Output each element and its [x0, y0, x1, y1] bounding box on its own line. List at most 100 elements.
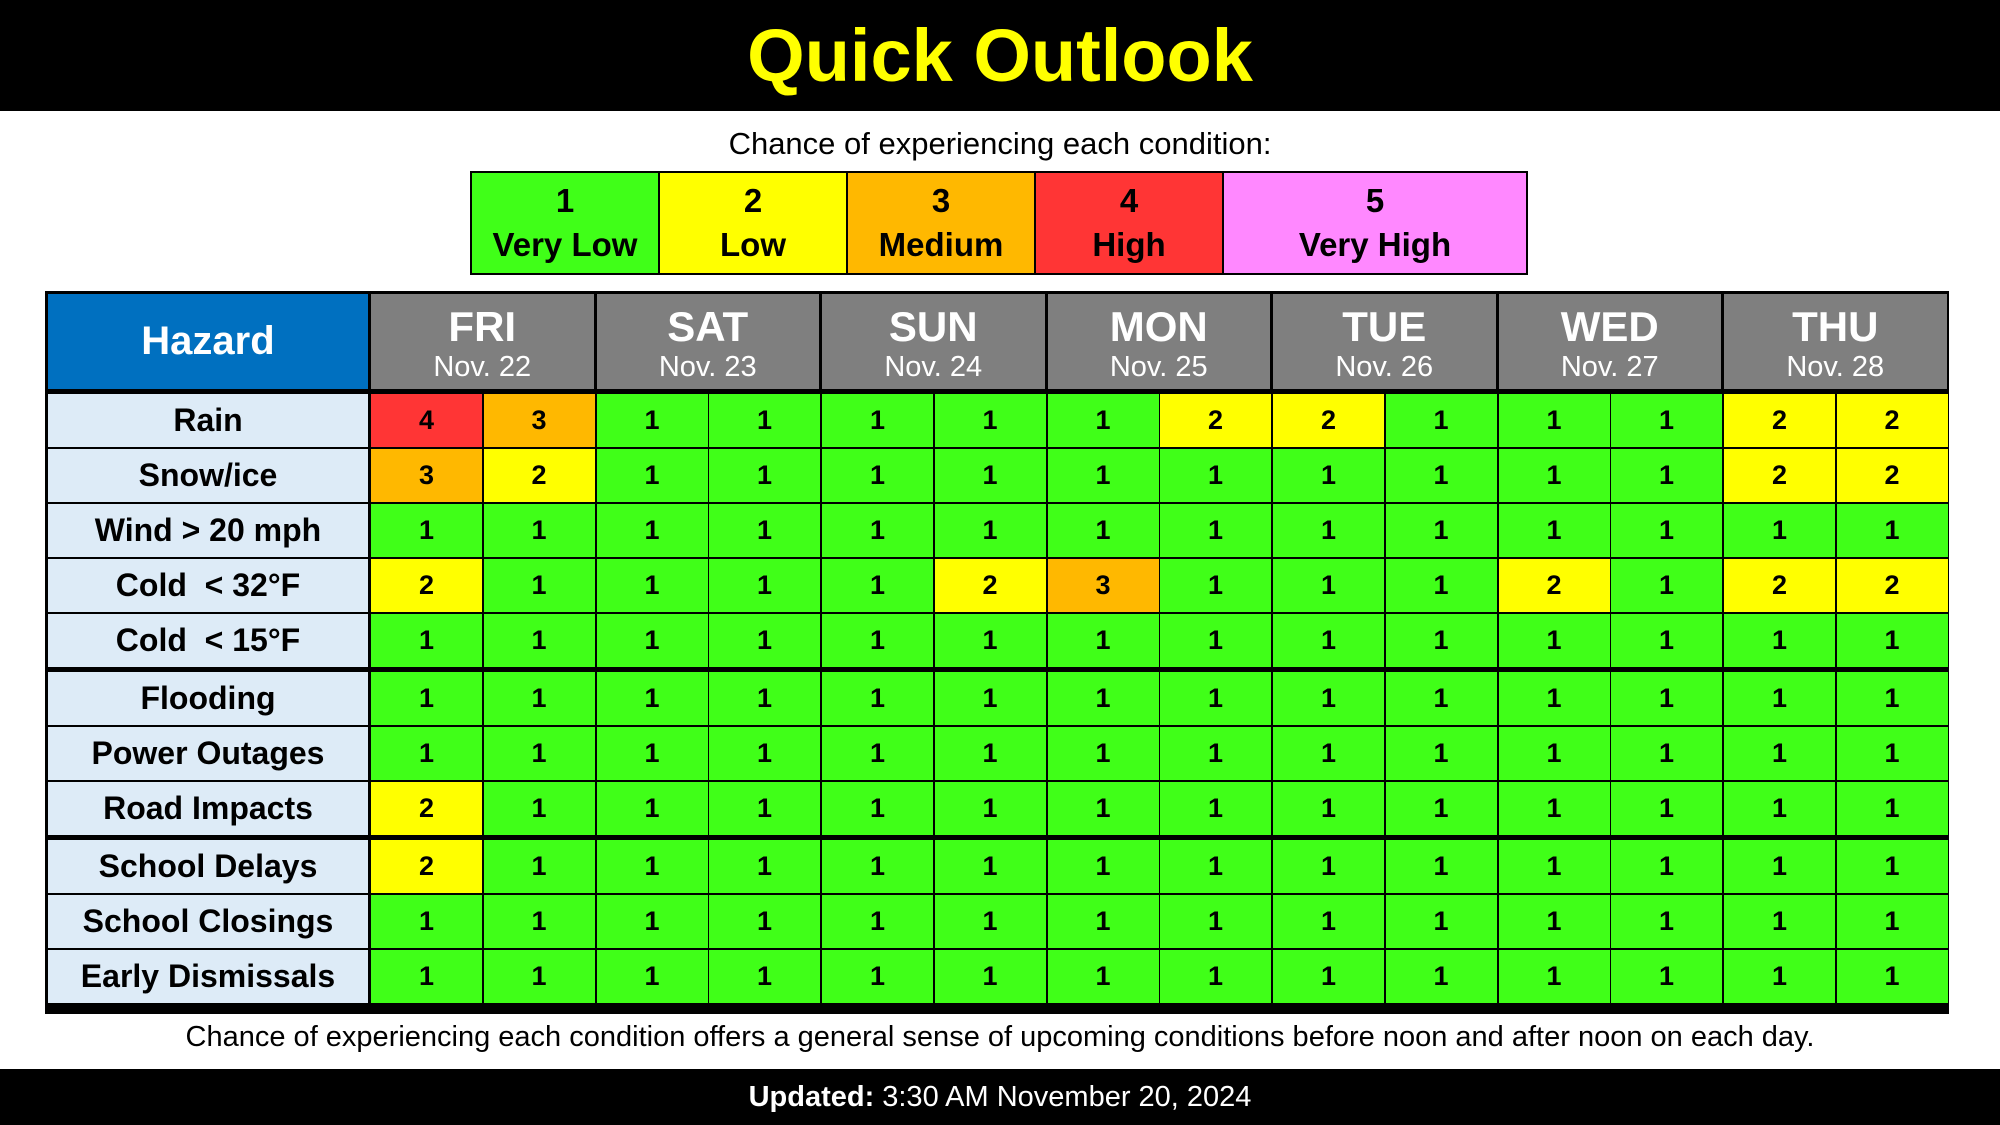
risk-cell: 1 — [483, 559, 595, 612]
risk-cell: 1 — [1160, 559, 1271, 612]
risk-cell: 2 — [1836, 559, 1948, 612]
risk-cell: 1 — [822, 727, 933, 780]
risk-cell: 2 — [483, 449, 595, 502]
hazard-label: Wind > 20 mph — [48, 504, 368, 557]
risk-cell: 1 — [709, 449, 820, 502]
risk-cell: 1 — [1724, 895, 1835, 948]
risk-cell: 1 — [709, 840, 820, 893]
legend-level-1: 1 Very Low — [472, 173, 660, 273]
day-name: TUE — [1342, 303, 1427, 350]
risk-cell: 1 — [1611, 559, 1722, 612]
risk-cell: 1 — [1611, 895, 1722, 948]
risk-cell: 1 — [1273, 840, 1384, 893]
risk-cell: 1 — [822, 782, 933, 835]
legend-level-label: Medium — [878, 226, 1004, 263]
risk-cell: 1 — [1047, 504, 1159, 557]
risk-cell: 1 — [1273, 449, 1384, 502]
risk-cell: 1 — [1385, 672, 1497, 725]
risk-cell: 1 — [1498, 727, 1610, 780]
risk-cell: 1 — [1836, 504, 1948, 557]
risk-cell: 1 — [1836, 950, 1948, 1003]
risk-cell: 1 — [483, 782, 595, 835]
risk-cell: 1 — [596, 449, 708, 502]
risk-cell: 1 — [934, 950, 1046, 1003]
day-header-thu: THU Nov. 28 — [1724, 294, 1947, 389]
risk-cell: 1 — [1724, 672, 1835, 725]
risk-cell: 1 — [1160, 614, 1271, 667]
risk-cell: 1 — [1836, 895, 1948, 948]
risk-cell: 1 — [1498, 950, 1610, 1003]
risk-legend: 1 Very Low 2 Low 3 Medium 4 High 5 Very High — [470, 171, 1528, 275]
hazard-header: Hazard — [48, 294, 368, 389]
risk-cell: 1 — [1160, 782, 1271, 835]
day-header-mon: MON Nov. 25 — [1047, 294, 1270, 389]
legend-level-number: 2 — [743, 182, 763, 219]
page-title: Quick Outlook — [747, 13, 1253, 97]
risk-cell: 2 — [1836, 394, 1948, 447]
risk-cell: 1 — [596, 950, 708, 1003]
risk-cell: 1 — [934, 504, 1046, 557]
legend-level-2: 2 Low — [660, 173, 848, 273]
risk-cell: 1 — [709, 559, 820, 612]
risk-cell: 1 — [1047, 727, 1159, 780]
risk-cell: 1 — [1160, 950, 1271, 1003]
risk-cell: 3 — [483, 394, 595, 447]
hazard-label: Road Impacts — [48, 782, 368, 835]
risk-cell: 1 — [1047, 840, 1159, 893]
risk-cell: 1 — [934, 672, 1046, 725]
risk-cell: 1 — [596, 614, 708, 667]
risk-cell: 2 — [371, 559, 482, 612]
hazard-label: Cold < 32°F — [48, 559, 368, 612]
risk-cell: 1 — [822, 559, 933, 612]
risk-cell: 1 — [822, 950, 933, 1003]
risk-cell: 1 — [1385, 950, 1497, 1003]
updated-label: Updated: — [748, 1080, 875, 1113]
risk-cell: 1 — [371, 950, 482, 1003]
day-header-tue: TUE Nov. 26 — [1273, 294, 1496, 389]
day-date: Nov. 27 — [1560, 351, 1659, 383]
risk-cell: 2 — [1724, 449, 1835, 502]
risk-cell: 1 — [1836, 672, 1948, 725]
risk-cell: 1 — [1498, 840, 1610, 893]
risk-cell: 1 — [1724, 504, 1835, 557]
risk-cell: 1 — [1498, 449, 1610, 502]
risk-cell: 1 — [483, 672, 595, 725]
day-header-sat: SAT Nov. 23 — [596, 294, 819, 389]
legend-level-3: 3 Medium — [848, 173, 1036, 273]
risk-cell: 1 — [1498, 504, 1610, 557]
risk-cell: 1 — [1611, 840, 1722, 893]
risk-cell: 1 — [709, 672, 820, 725]
risk-cell: 1 — [934, 614, 1046, 667]
risk-cell: 1 — [1836, 614, 1948, 667]
risk-cell: 2 — [1498, 559, 1610, 612]
risk-cell: 2 — [1160, 394, 1271, 447]
risk-cell: 1 — [371, 504, 482, 557]
risk-cell: 1 — [1273, 895, 1384, 948]
risk-cell: 1 — [1160, 504, 1271, 557]
risk-cell: 1 — [934, 895, 1046, 948]
risk-cell: 1 — [1385, 895, 1497, 948]
risk-cell: 1 — [1385, 504, 1497, 557]
risk-cell: 1 — [483, 840, 595, 893]
hazard-label: School Closings — [48, 895, 368, 948]
risk-cell: 1 — [596, 394, 708, 447]
risk-cell: 1 — [1498, 782, 1610, 835]
risk-cell: 1 — [1047, 895, 1159, 948]
risk-cell: 1 — [1611, 394, 1722, 447]
risk-cell: 1 — [822, 394, 933, 447]
hazard-label: Snow/ice — [48, 449, 368, 502]
risk-cell: 1 — [1724, 782, 1835, 835]
risk-cell: 1 — [1047, 950, 1159, 1003]
day-name: THU — [1792, 303, 1879, 350]
risk-cell: 1 — [1047, 614, 1159, 667]
day-header-sun: SUN Nov. 24 — [822, 294, 1045, 389]
risk-cell: 1 — [1611, 449, 1722, 502]
risk-cell: 1 — [1047, 782, 1159, 835]
risk-cell: 1 — [1385, 394, 1497, 447]
day-name: MON — [1109, 303, 1208, 350]
risk-cell: 2 — [1273, 394, 1384, 447]
risk-cell: 1 — [1724, 840, 1835, 893]
legend-level-label: High — [1092, 226, 1166, 263]
risk-cell: 2 — [371, 782, 482, 835]
risk-cell: 3 — [371, 449, 482, 502]
